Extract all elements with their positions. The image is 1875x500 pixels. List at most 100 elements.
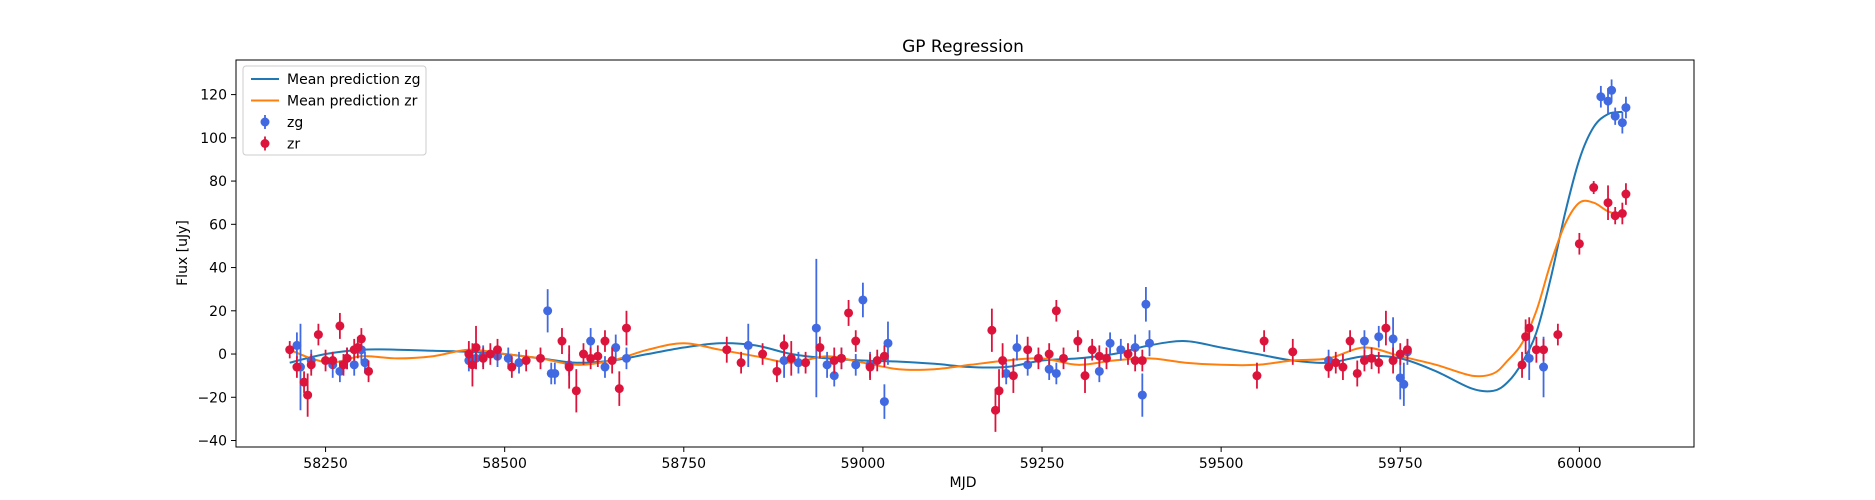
series-zr-points [285,181,1631,432]
data-point [550,368,560,378]
data-point [1517,360,1527,370]
data-point [356,334,366,344]
data-point [1381,323,1391,333]
data-point [564,362,574,372]
data-point [1080,371,1090,381]
data-point [1374,332,1384,342]
data-point [883,338,893,348]
legend-marker-swatch [260,139,270,148]
legend-marker-swatch [260,117,270,127]
data-point [829,356,839,366]
data-point [1001,368,1011,378]
data-point [822,360,832,370]
data-point [1524,323,1534,333]
data-point [535,353,545,363]
data-point [1288,347,1298,357]
data-point [1539,362,1549,372]
data-point [1116,345,1126,355]
data-point [1617,209,1627,219]
data-point [1252,371,1262,381]
data-point [1367,353,1377,363]
data-point [614,384,624,394]
data-point [1524,353,1534,363]
data-point [1345,336,1355,346]
data-point [1051,306,1061,316]
data-point [1087,345,1097,355]
data-point [507,362,517,372]
data-point [1553,330,1563,340]
data-point [335,321,345,331]
data-point [1402,345,1412,355]
data-point [586,336,596,346]
data-point [1105,338,1115,348]
data-point [353,343,363,353]
data-point [364,366,374,376]
data-point [328,356,338,366]
data-point [1352,368,1362,378]
data-point [998,356,1008,366]
data-point [736,358,746,368]
data-point [1130,343,1140,353]
x-tick-label: 58250 [303,456,348,472]
data-point [1033,353,1043,363]
data-point [779,356,789,366]
chart-title: GP Regression [902,37,1024,57]
data-point [485,349,495,359]
x-tick-label: 59500 [1199,456,1244,472]
data-point [1603,198,1613,208]
data-point [1023,345,1033,355]
data-point [1539,345,1549,355]
data-point [557,336,567,346]
data-point [815,343,825,353]
y-tick-label: 80 [209,174,227,190]
data-point [292,362,302,372]
data-point [811,323,821,333]
data-point [990,405,1000,415]
data-point [793,358,803,368]
data-point [1621,103,1631,113]
data-point [292,340,302,350]
data-point [600,336,610,346]
data-point [836,353,846,363]
data-point [600,362,610,372]
x-axis-ticks: 58250 58500 58750 59000 59250 59500 59750 60000 [303,447,1602,472]
y-tick-label: −20 [197,390,227,406]
data-point [467,360,477,370]
data-point [1607,85,1617,95]
data-point [851,360,861,370]
data-point [1130,356,1140,366]
data-point [1399,379,1409,389]
x-tick-label: 59250 [1020,456,1065,472]
data-point [342,353,352,363]
data-point [722,345,732,355]
data-point [303,390,313,400]
data-point [471,343,481,353]
y-axis-label: Flux [uJy] [175,220,191,286]
data-point [758,349,768,359]
legend-label: zg [287,115,303,131]
y-tick-label: 120 [200,88,227,104]
data-point [772,366,782,376]
data-point [1144,338,1154,348]
data-point [349,360,359,370]
data-point [543,306,553,316]
data-point [1388,334,1398,344]
legend-label: Mean prediction zr [287,94,418,110]
data-point [858,295,868,305]
data-point [1012,343,1022,353]
data-point [779,340,789,350]
data-point [1008,371,1018,381]
data-point [1259,336,1269,346]
data-point [313,330,323,340]
data-point [1059,353,1069,363]
data-point [872,356,882,366]
data-point [1388,356,1398,366]
data-point [1359,356,1369,366]
y-tick-label: 100 [200,131,227,147]
data-point [621,353,631,363]
data-point [851,336,861,346]
data-point [994,386,1004,396]
data-point [1395,349,1405,359]
data-point [1137,356,1147,366]
y-tick-label: 40 [209,261,227,277]
